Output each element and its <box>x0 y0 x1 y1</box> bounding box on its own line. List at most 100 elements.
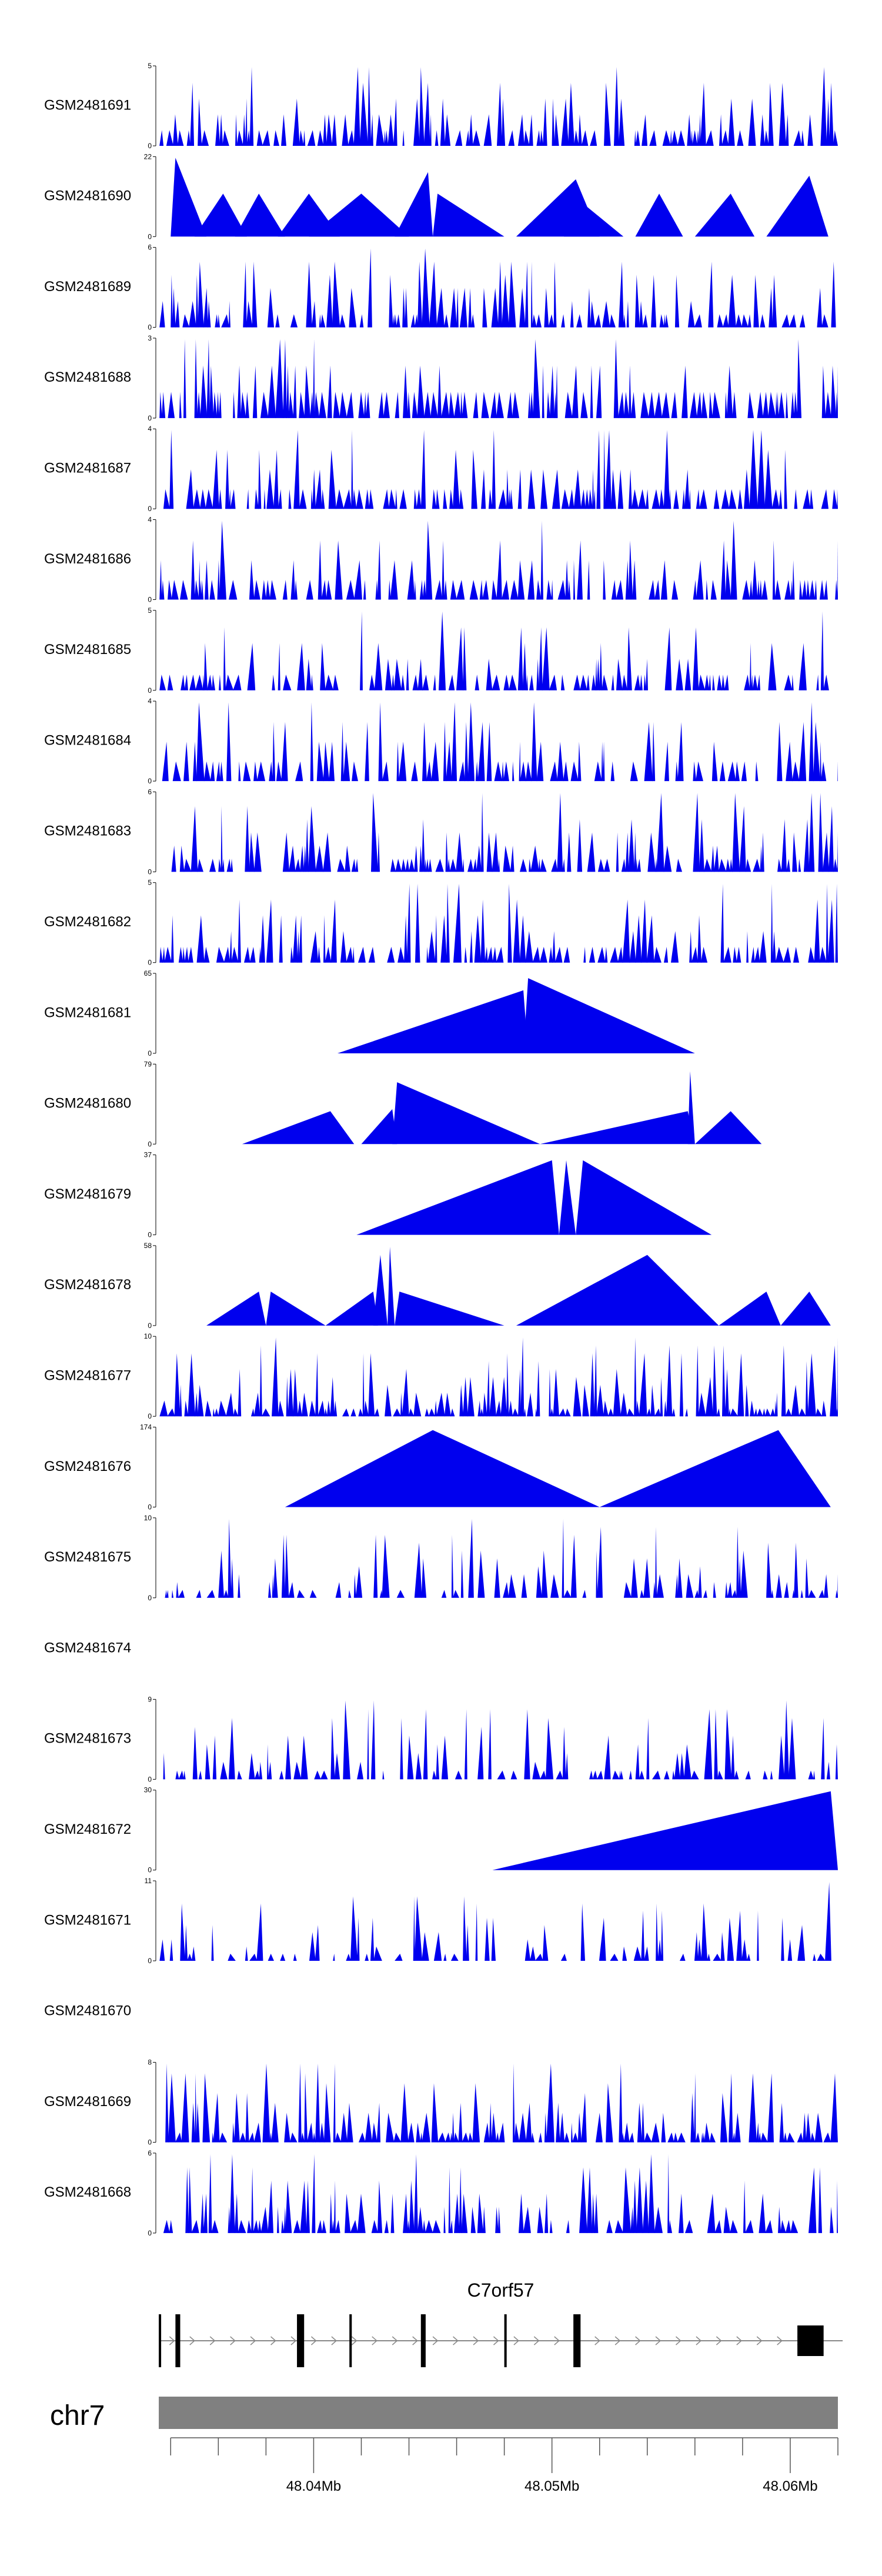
coverage-peak <box>721 1345 726 1417</box>
coverage-peak <box>249 560 255 600</box>
coverage-peak <box>573 675 581 690</box>
coverage-peak <box>445 2132 451 2143</box>
coverage-peak <box>734 1770 739 1780</box>
coverage-peak <box>770 883 773 963</box>
coverage-peak <box>729 859 733 872</box>
coverage-peak <box>669 2220 673 2233</box>
coverage-peak <box>837 489 838 509</box>
coverage-peak <box>201 2193 204 2233</box>
coverage-peak <box>443 722 447 782</box>
coverage-peak <box>546 580 552 600</box>
coverage-peak <box>635 193 683 237</box>
coverage-peak <box>233 675 242 690</box>
coverage-peak <box>267 1744 269 1780</box>
coverage-peak <box>550 761 558 782</box>
coverage-peak <box>188 2167 192 2233</box>
coverage-peak <box>757 1408 763 1417</box>
coverage-peak <box>508 130 515 146</box>
coverage-peak <box>798 859 801 872</box>
coverage-peak <box>521 1574 527 1598</box>
coverage-peak <box>779 82 787 146</box>
coverage-peak <box>220 1761 228 1780</box>
coverage-peak <box>679 1953 686 1961</box>
coverage-peak <box>229 489 231 509</box>
coverage-peak <box>282 580 288 600</box>
coverage-peak <box>305 819 309 872</box>
coverage-peak <box>808 946 815 963</box>
coverage-peak <box>191 2220 199 2233</box>
coverage-peak <box>557 793 563 872</box>
track-sample-label: GSM2481678 <box>44 1277 131 1293</box>
coverage-peak <box>443 489 447 509</box>
coverage-peak <box>358 946 366 963</box>
coverage-peak <box>228 2207 230 2233</box>
coverage-peak <box>452 2113 455 2143</box>
coverage-peak <box>653 1582 656 1598</box>
coverage-peak <box>640 1590 644 1598</box>
coverage-peak <box>603 430 606 509</box>
coverage-peak <box>319 392 326 418</box>
coverage-peak <box>623 314 626 328</box>
coverage-peak <box>503 761 509 782</box>
coverage-peak <box>649 130 657 146</box>
coverage-peak <box>700 82 706 146</box>
coverage-peak <box>328 449 336 509</box>
coverage-peak <box>325 675 333 690</box>
coverage-peak <box>399 489 407 509</box>
coverage-peak <box>296 1590 305 1598</box>
coverage-peak <box>503 675 510 690</box>
coverage-peak <box>817 1953 826 1961</box>
coverage-peak <box>565 560 569 600</box>
coverage-peak <box>564 2132 570 2143</box>
coverage-peak <box>368 67 372 146</box>
coverage-peak <box>791 675 794 690</box>
coverage-peak <box>448 2167 451 2233</box>
coverage-peak <box>759 580 762 600</box>
coverage-peak <box>519 859 527 872</box>
coverage-peak <box>689 489 691 509</box>
coverage-peak <box>181 2073 189 2143</box>
coverage-peak <box>523 130 530 146</box>
coverage-peak <box>749 2073 757 2143</box>
coverage-peak <box>375 580 378 600</box>
coverage-peak <box>794 392 798 418</box>
coverage-peak <box>447 859 450 872</box>
coverage-peak <box>467 1377 475 1417</box>
coverage-peak <box>573 560 576 600</box>
coverage-peak <box>340 931 347 963</box>
coverage-peak <box>809 580 815 600</box>
coverage-peak <box>653 946 662 963</box>
coverage-peak <box>510 580 519 600</box>
coverage-peak <box>559 2113 565 2143</box>
coverage-peak <box>242 114 246 146</box>
coverage-peak <box>288 489 292 509</box>
coverage-peak <box>684 469 690 509</box>
coverage-peak <box>345 2193 351 2233</box>
coverage-peak <box>330 899 337 963</box>
coverage-peak <box>288 1369 293 1417</box>
coverage-peak <box>720 1932 725 1961</box>
coverage-peak <box>385 659 392 690</box>
coverage-peak <box>664 1400 667 1417</box>
coverage-peak <box>483 2207 486 2233</box>
coverage-peak <box>779 2103 784 2143</box>
coverage-peak <box>724 675 729 690</box>
coverage-peak <box>761 580 768 600</box>
coverage-peak <box>667 2154 670 2233</box>
coverage-peak <box>597 1527 603 1598</box>
coverage-peak <box>403 365 409 418</box>
coverage-peak <box>775 392 777 418</box>
coverage-peak <box>540 469 548 509</box>
coverage-peak <box>516 1254 719 1326</box>
coverage-peak <box>611 675 614 690</box>
coverage-peak <box>691 130 693 146</box>
coverage-peak <box>272 1337 279 1417</box>
coverage-peak <box>806 2113 811 2143</box>
genome-axis: 48.04Mb 48.05Mb 48.06Mb <box>170 2437 838 2494</box>
coverage-peak <box>168 392 175 418</box>
coverage-peak <box>640 392 649 418</box>
coverage-peak <box>425 520 433 600</box>
coverage-peak <box>540 859 547 872</box>
coverage-peak <box>453 392 461 418</box>
coverage-peak <box>326 580 332 600</box>
